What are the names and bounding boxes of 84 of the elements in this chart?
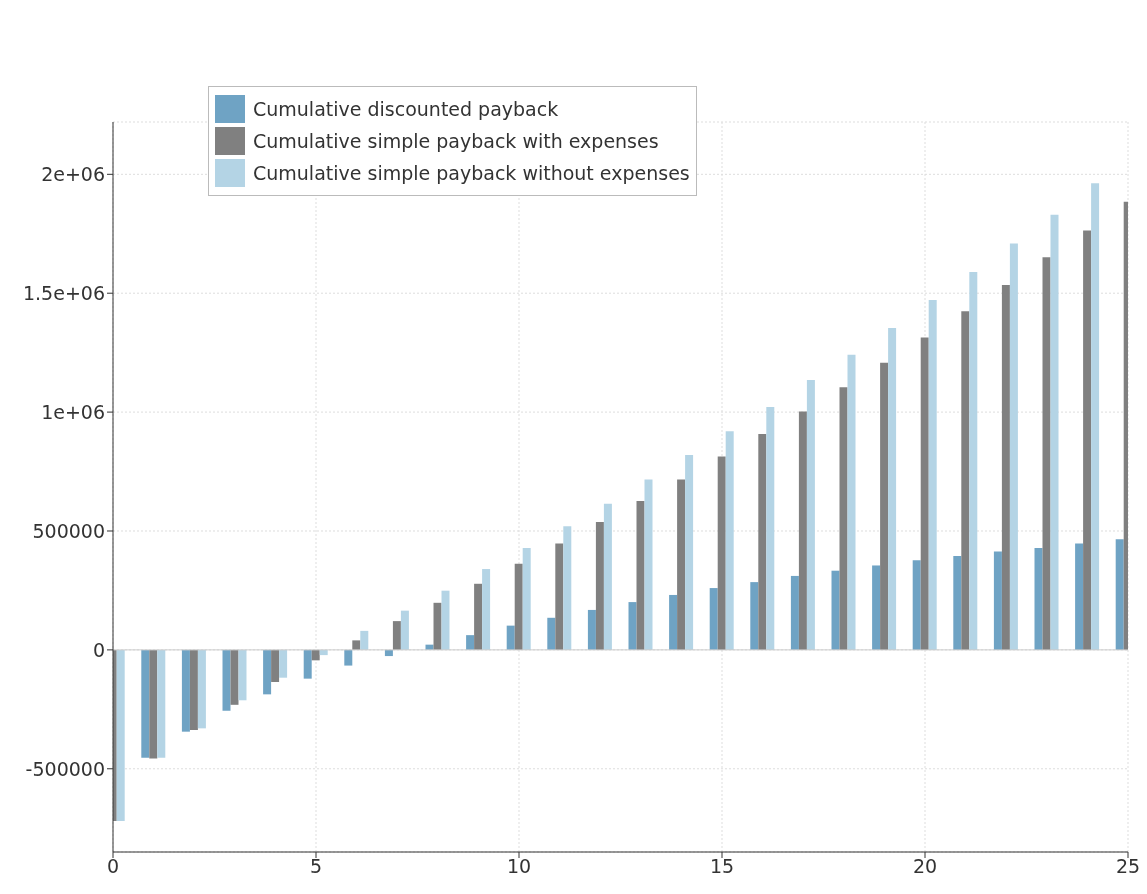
- bar: [669, 594, 678, 650]
- bar: [953, 555, 962, 650]
- legend-label: Cumulative simple payback with expenses: [253, 130, 659, 152]
- bar: [181, 649, 190, 732]
- bar: [230, 649, 239, 705]
- x-tick-label: 0: [106, 855, 120, 878]
- bar: [433, 602, 442, 650]
- bar: [839, 387, 848, 650]
- bar: [197, 649, 206, 729]
- bar: [920, 337, 929, 650]
- x-tick-label: 25: [1115, 855, 1141, 878]
- bar: [790, 575, 799, 650]
- bar: [831, 570, 840, 650]
- bar: [506, 625, 515, 650]
- bar: [563, 526, 572, 650]
- bar: [352, 640, 361, 650]
- bar: [474, 583, 483, 650]
- bar: [189, 649, 198, 731]
- bar: [392, 621, 401, 650]
- bar: [677, 479, 686, 650]
- y-tick-label: 2e+06: [41, 163, 105, 186]
- x-tick-label: 20: [912, 855, 938, 878]
- bar: [157, 649, 166, 758]
- bar: [888, 327, 897, 650]
- bar: [806, 380, 815, 650]
- y-tick-label: 1e+06: [41, 400, 105, 423]
- y-tick-label: 1.5e+06: [22, 281, 105, 304]
- bar: [1009, 243, 1018, 650]
- bar: [847, 354, 856, 650]
- bar: [1034, 548, 1043, 650]
- y-tick-label: -500000: [25, 757, 105, 780]
- legend-label: Cumulative discounted payback: [253, 98, 559, 120]
- x-tick-label: 15: [709, 855, 735, 878]
- x-tick-label: 10: [506, 855, 532, 878]
- bar: [263, 649, 272, 695]
- y-tick-label: 500000: [32, 519, 105, 542]
- bar: [1091, 183, 1100, 650]
- bar: [279, 649, 288, 678]
- bar: [872, 565, 881, 650]
- bar: [912, 560, 921, 650]
- bar: [798, 411, 807, 650]
- legend-label: Cumulative simple payback without expenses: [253, 162, 690, 184]
- bar: [344, 649, 353, 666]
- bar: [961, 311, 970, 650]
- x-tick-label: 5: [309, 855, 323, 878]
- bar: [880, 362, 889, 650]
- bar: [441, 590, 450, 650]
- bar: [222, 649, 231, 711]
- bar: [1042, 257, 1051, 650]
- bar: [587, 609, 596, 650]
- bar: [758, 433, 767, 650]
- bar: [303, 649, 312, 679]
- bar: [709, 588, 718, 650]
- bar: [522, 548, 531, 650]
- bar: [928, 300, 937, 650]
- bar: [1050, 214, 1059, 650]
- bar: [238, 649, 247, 701]
- bar: [717, 456, 726, 650]
- y-tick-label: 0: [92, 638, 105, 661]
- bar: [685, 454, 694, 650]
- bar: [400, 610, 409, 650]
- bar: [466, 635, 475, 650]
- bar: [514, 563, 523, 650]
- bar: [766, 407, 775, 650]
- bar: [1075, 543, 1084, 650]
- bar: [1001, 285, 1010, 650]
- bar: [555, 543, 564, 650]
- bar: [725, 431, 734, 650]
- bar: [628, 602, 637, 650]
- bar: [750, 582, 759, 650]
- bar: [141, 649, 150, 758]
- bar: [969, 272, 978, 650]
- bar: [644, 479, 653, 650]
- bar: [993, 551, 1002, 650]
- bar: [1083, 230, 1092, 650]
- bar: [636, 501, 645, 650]
- bar: [603, 503, 612, 650]
- bar: [1115, 539, 1124, 650]
- bar: [595, 521, 604, 650]
- bar: [149, 649, 158, 759]
- bar: [271, 649, 280, 682]
- bar: [360, 630, 369, 650]
- bar: [547, 617, 556, 650]
- bar: [482, 569, 491, 650]
